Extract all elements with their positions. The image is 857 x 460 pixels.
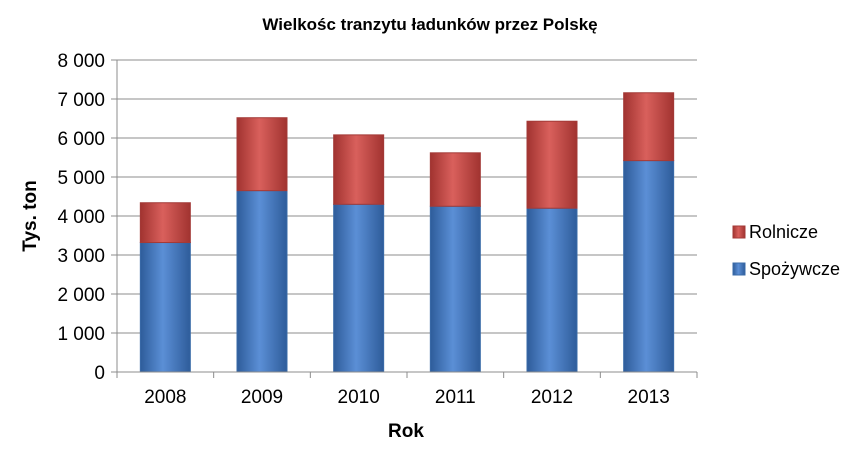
bars xyxy=(139,92,675,373)
y-tick-label: 8 000 xyxy=(57,51,105,72)
bar-spożywcze-2010 xyxy=(333,203,385,373)
bar-rolnicze-2008 xyxy=(139,202,191,244)
x-tick-labels: 2008 2009 2010 2011 2012 2013 xyxy=(144,387,670,408)
x-tick-label: 2008 xyxy=(144,387,186,408)
legend-swatch-rolnicze xyxy=(732,225,746,239)
legend: Rolnicze Spożywcze xyxy=(732,222,840,279)
legend-label-rolnicze: Rolnicze xyxy=(749,222,818,242)
bar-rolnicze-2011 xyxy=(429,152,481,207)
y-tick-label: 3 000 xyxy=(57,246,105,267)
legend-swatch-spożywcze xyxy=(732,262,746,276)
chart-title: Wielkośc tranzytu ładunków przez Polskę xyxy=(262,15,597,34)
x-axis-title: Rok xyxy=(388,421,424,442)
bar-rolnicze-2010 xyxy=(333,134,385,205)
bar-spożywcze-2008 xyxy=(139,242,191,373)
x-tick-label: 2010 xyxy=(338,387,380,408)
y-tick-label: 5 000 xyxy=(57,168,105,189)
x-tick-label: 2009 xyxy=(241,387,283,408)
y-axis-title: Tys. ton xyxy=(20,180,41,251)
y-tick-label: 0 xyxy=(94,363,105,384)
gridlines xyxy=(117,59,697,334)
bar-spożywcze-2012 xyxy=(526,207,578,373)
y-tick-label: 6 000 xyxy=(57,129,105,150)
bar-rolnicze-2009 xyxy=(236,117,288,192)
x-tick-label: 2012 xyxy=(531,387,573,408)
y-tick-label: 7 000 xyxy=(57,90,105,111)
y-tick-label: 4 000 xyxy=(57,207,105,228)
x-tick-label: 2011 xyxy=(435,387,476,408)
bar-spożywcze-2011 xyxy=(429,205,481,373)
x-tick-label: 2013 xyxy=(628,387,670,408)
y-tick-label: 1 000 xyxy=(57,324,105,345)
y-tick-label: 2 000 xyxy=(57,285,105,306)
bar-rolnicze-2013 xyxy=(623,92,675,162)
legend-label-spożywcze: Spożywcze xyxy=(749,259,840,279)
bar-spożywcze-2009 xyxy=(236,190,288,373)
bar-spożywcze-2013 xyxy=(623,160,675,373)
bar-rolnicze-2012 xyxy=(526,120,578,209)
axes xyxy=(111,59,698,378)
y-tick-labels: 0 1 000 2 000 3 000 4 000 5 000 6 000 7 000 8 00… xyxy=(57,51,105,384)
